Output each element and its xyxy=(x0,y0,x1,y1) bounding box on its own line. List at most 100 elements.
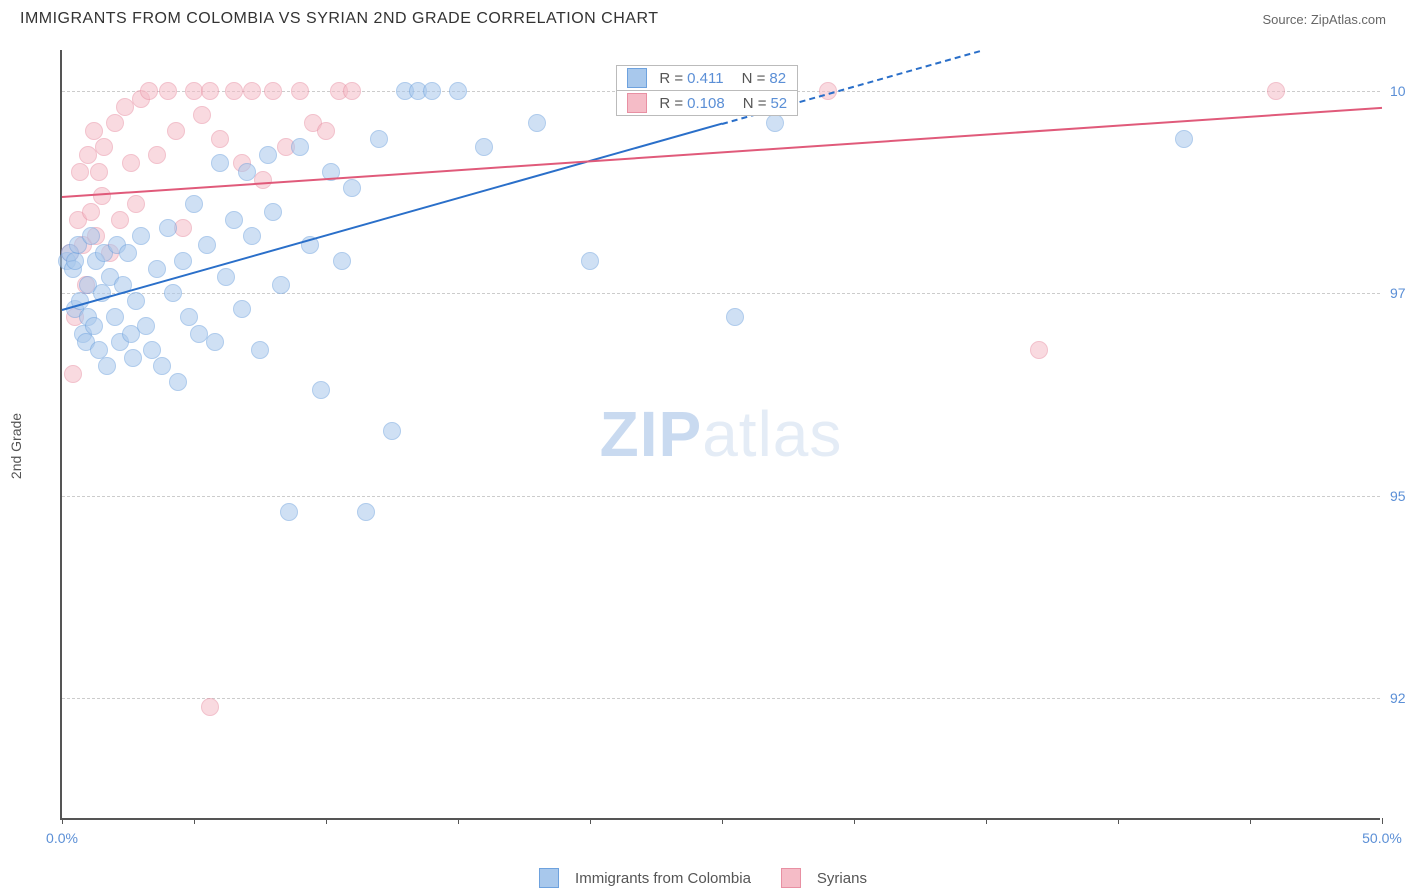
point-colombia xyxy=(357,503,375,521)
legend-label-syrians: Syrians xyxy=(817,870,867,887)
point-colombia xyxy=(106,308,124,326)
point-colombia xyxy=(259,146,277,164)
point-syrians xyxy=(291,82,309,100)
point-colombia xyxy=(98,357,116,375)
point-colombia xyxy=(475,138,493,156)
point-syrians xyxy=(254,171,272,189)
bottom-legend: Immigrants from Colombia Syrians xyxy=(0,868,1406,888)
gridline-h xyxy=(62,698,1380,699)
legend-item-colombia: Immigrants from Colombia xyxy=(539,868,751,888)
ytick-label: 100.0% xyxy=(1390,83,1406,99)
point-syrians xyxy=(140,82,158,100)
xtick xyxy=(854,818,855,824)
xtick xyxy=(326,818,327,824)
point-colombia xyxy=(82,227,100,245)
point-colombia xyxy=(164,284,182,302)
point-syrians xyxy=(1267,82,1285,100)
point-colombia xyxy=(383,422,401,440)
point-colombia xyxy=(423,82,441,100)
legend-row-syrians: R =0.108N =52 xyxy=(617,90,797,115)
n-value-colombia: 82 xyxy=(769,70,786,87)
r-value-colombia: 0.411 xyxy=(687,70,723,87)
xtick xyxy=(1250,818,1251,824)
point-colombia xyxy=(119,244,137,262)
point-colombia xyxy=(233,300,251,318)
watermark: ZIPatlas xyxy=(600,397,843,471)
point-colombia xyxy=(449,82,467,100)
point-syrians xyxy=(90,163,108,181)
point-syrians xyxy=(85,122,103,140)
point-colombia xyxy=(198,236,216,254)
point-syrians xyxy=(148,146,166,164)
r-label: R = xyxy=(659,70,683,87)
point-syrians xyxy=(174,219,192,237)
legend-swatch-syrians xyxy=(781,868,801,888)
point-syrians xyxy=(159,82,177,100)
point-syrians xyxy=(225,82,243,100)
ytick-label: 92.5% xyxy=(1390,690,1406,706)
legend-swatch-syrians xyxy=(627,93,647,113)
point-colombia xyxy=(333,252,351,270)
point-colombia xyxy=(127,292,145,310)
point-colombia xyxy=(85,317,103,335)
y-axis-label: 2nd Grade xyxy=(8,413,24,479)
legend-label-colombia: Immigrants from Colombia xyxy=(575,870,751,887)
point-colombia xyxy=(1175,130,1193,148)
point-syrians xyxy=(82,203,100,221)
xtick xyxy=(590,818,591,824)
point-colombia xyxy=(251,341,269,359)
point-colombia xyxy=(180,308,198,326)
legend-item-syrians: Syrians xyxy=(781,868,867,888)
ytick-label: 97.5% xyxy=(1390,285,1406,301)
point-colombia xyxy=(185,195,203,213)
point-syrians xyxy=(167,122,185,140)
point-colombia xyxy=(312,381,330,399)
point-syrians xyxy=(193,106,211,124)
xtick xyxy=(1382,818,1383,824)
point-colombia xyxy=(370,130,388,148)
point-colombia xyxy=(291,138,309,156)
point-syrians xyxy=(71,163,89,181)
legend-swatch-colombia xyxy=(627,68,647,88)
point-colombia xyxy=(217,268,235,286)
point-syrians xyxy=(1030,341,1048,359)
point-colombia xyxy=(766,114,784,132)
xtick xyxy=(194,818,195,824)
point-syrians xyxy=(106,114,124,132)
point-syrians xyxy=(264,82,282,100)
point-syrians xyxy=(122,154,140,172)
header: IMMIGRANTS FROM COLOMBIA VS SYRIAN 2ND G… xyxy=(0,0,1406,36)
point-syrians xyxy=(243,82,261,100)
xtick xyxy=(722,818,723,824)
xtick-label: 50.0% xyxy=(1362,830,1402,846)
point-colombia xyxy=(238,163,256,181)
r-value-syrians: 0.108 xyxy=(687,95,725,112)
point-syrians xyxy=(95,138,113,156)
xtick xyxy=(458,818,459,824)
point-colombia xyxy=(143,341,161,359)
point-colombia xyxy=(264,203,282,221)
point-colombia xyxy=(272,276,290,294)
point-colombia xyxy=(280,503,298,521)
r-label: R = xyxy=(659,95,683,112)
point-colombia xyxy=(726,308,744,326)
n-label: N = xyxy=(742,70,766,87)
plot-area: ZIPatlas 92.5%95.0%97.5%100.0%0.0%50.0%R… xyxy=(60,50,1380,820)
legend-swatch-colombia xyxy=(539,868,559,888)
point-colombia xyxy=(159,219,177,237)
point-colombia xyxy=(148,260,166,278)
xtick-label: 0.0% xyxy=(46,830,78,846)
point-syrians xyxy=(64,365,82,383)
xtick xyxy=(986,818,987,824)
correlation-legend: R =0.411 N =82 R =0.108N =52 xyxy=(616,65,798,116)
point-colombia xyxy=(211,154,229,172)
point-syrians xyxy=(201,82,219,100)
point-colombia xyxy=(132,227,150,245)
point-syrians xyxy=(93,187,111,205)
n-value-syrians: 52 xyxy=(770,95,787,112)
source-label: Source: ZipAtlas.com xyxy=(1262,12,1386,27)
point-syrians xyxy=(343,82,361,100)
point-colombia xyxy=(124,349,142,367)
point-colombia xyxy=(206,333,224,351)
ytick-label: 95.0% xyxy=(1390,488,1406,504)
